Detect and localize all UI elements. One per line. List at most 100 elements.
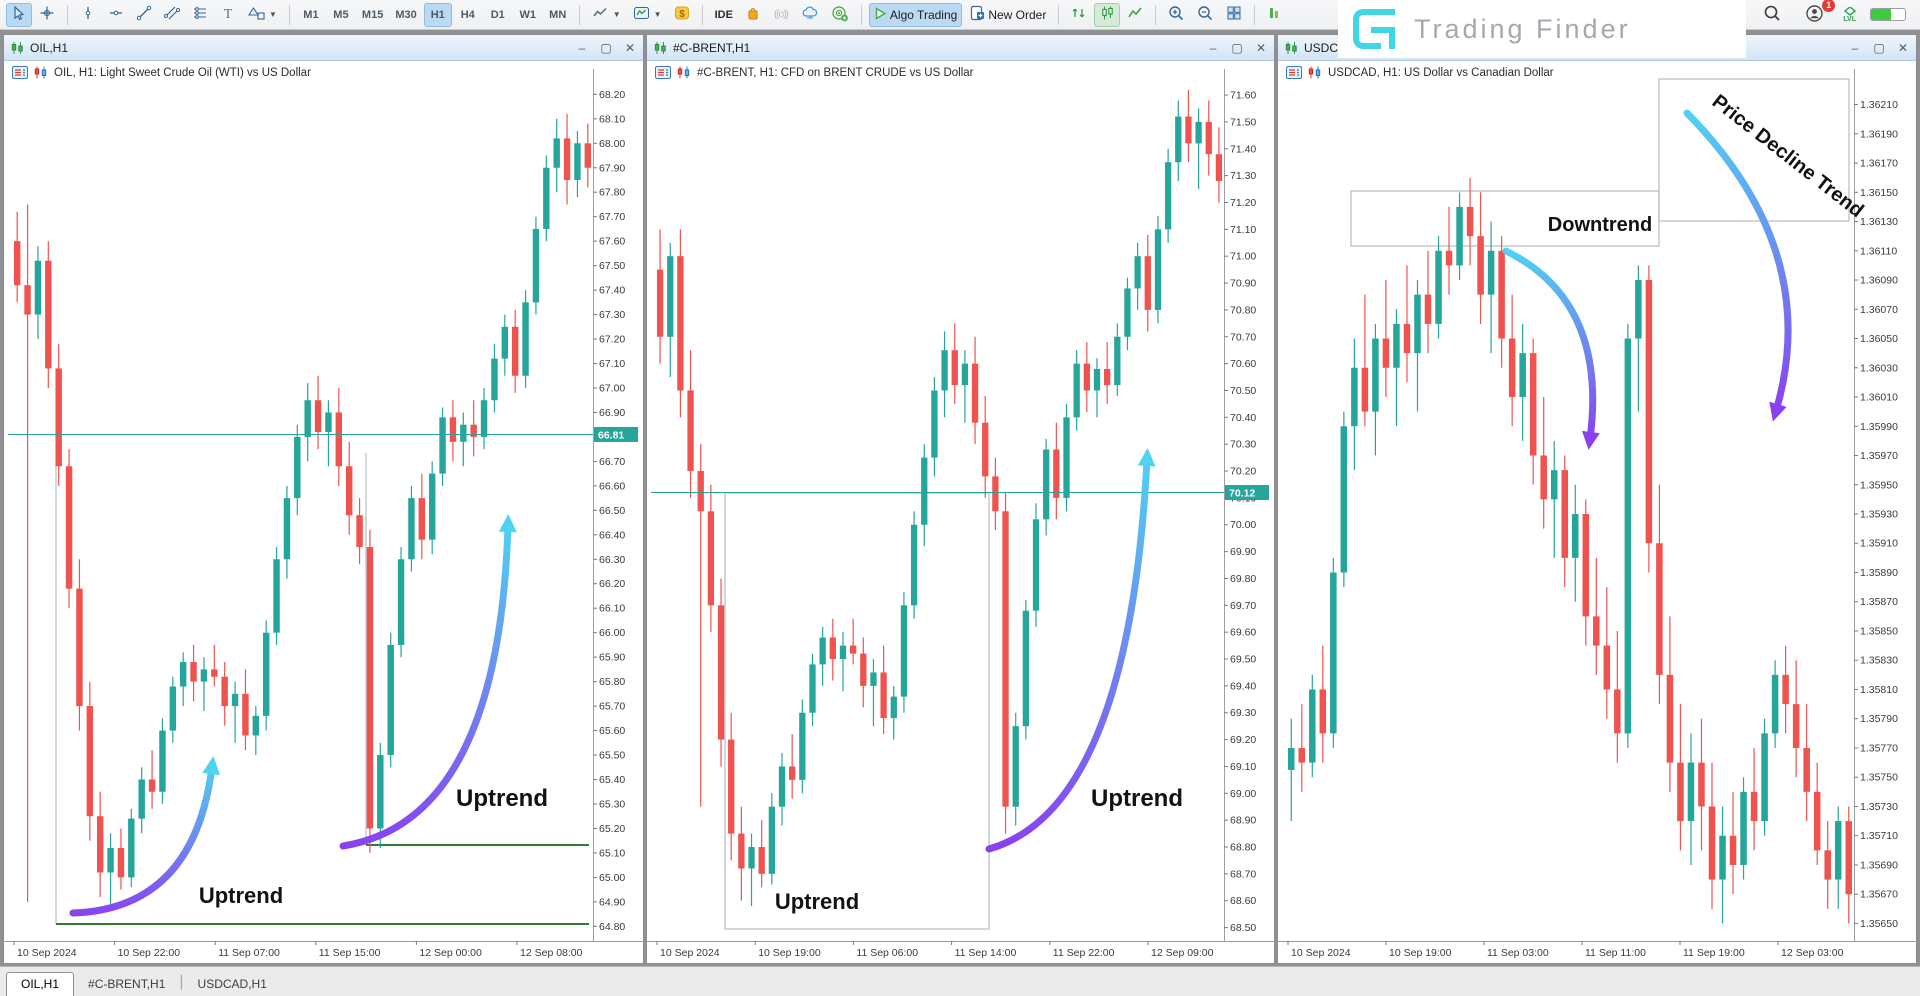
zoom-out-button[interactable] [1192, 3, 1219, 27]
svg-text:65.80: 65.80 [599, 676, 625, 688]
close-button[interactable]: ✕ [624, 40, 636, 55]
timeframe-h4-button[interactable]: H4 [460, 8, 475, 21]
cloud-button[interactable] [796, 3, 824, 27]
profile-button[interactable]: 1 [1800, 0, 1836, 27]
ide-label: IDE [714, 8, 733, 21]
svg-text:69.00: 69.00 [1230, 788, 1256, 800]
candlestick-chart-button[interactable] [1094, 2, 1121, 27]
minimize-button[interactable]: – [1209, 40, 1217, 55]
dropdown-caret-icon: ▼ [269, 10, 277, 19]
chart-content-oil: OIL, H1: Light Sweet Crude Oil (WTI) vs … [4, 61, 643, 963]
text-tool-button[interactable]: T [215, 3, 241, 27]
shapes-tool-button[interactable]: ▼ [243, 3, 282, 27]
quotes-table-icon [12, 66, 28, 79]
new-order-button[interactable]: New Order [964, 3, 1051, 27]
objects-list-button[interactable] [1262, 3, 1288, 27]
minimize-button[interactable]: – [578, 40, 586, 55]
tick-chart-button[interactable] [1066, 3, 1092, 27]
timeframe-mn-button[interactable]: MN [549, 8, 567, 21]
vertical-line-tool-button[interactable] [75, 3, 101, 27]
dropdown-caret-icon: ▼ [653, 10, 662, 19]
svg-text:69.30: 69.30 [1230, 707, 1256, 719]
zoom-in-button[interactable] [1163, 3, 1190, 27]
level-label: LVL [1843, 15, 1856, 23]
search-button[interactable] [1758, 3, 1786, 27]
svg-text:1.36010: 1.36010 [1860, 392, 1898, 404]
maximize-button[interactable]: ▢ [600, 40, 612, 55]
maximize-button[interactable]: ▢ [1873, 40, 1885, 55]
toolbar-right-cluster: 1 LVL [1758, 0, 1914, 27]
chart-type-button[interactable]: ▼ [587, 3, 626, 27]
svg-text:1.35990: 1.35990 [1860, 421, 1898, 433]
play-icon [874, 6, 887, 23]
svg-text:65.60: 65.60 [599, 725, 625, 737]
svg-text:10 Sep 19:00: 10 Sep 19:00 [1389, 947, 1452, 959]
svg-text:Uptrend: Uptrend [1091, 785, 1183, 812]
market-button[interactable] [740, 3, 766, 27]
polyline-chart-icon [1127, 5, 1143, 24]
level-indicator[interactable]: LVL [1843, 6, 1856, 23]
resource-meter [1870, 8, 1906, 21]
chart-symbol-description: OIL, H1: Light Sweet Crude Oil (WTI) vs … [54, 66, 311, 79]
one-click-trading-icon [1308, 66, 1321, 79]
currency-button[interactable]: $ [669, 3, 695, 27]
minimize-button[interactable]: – [1851, 40, 1859, 55]
crosshair-tool-button[interactable] [34, 3, 60, 27]
timeframe-w1-button[interactable]: W1 [519, 8, 536, 21]
svg-text:71.20: 71.20 [1230, 197, 1256, 209]
close-button[interactable]: ✕ [1255, 40, 1267, 55]
timeframe-m15-button[interactable]: M15 [361, 8, 384, 21]
svg-text:11 Sep 06:00: 11 Sep 06:00 [856, 947, 918, 959]
window-titlebar-brent[interactable]: #C-BRENT,H1 – ▢ ✕ [647, 35, 1274, 61]
svg-text:1.35690: 1.35690 [1860, 859, 1898, 871]
svg-text:1.35970: 1.35970 [1860, 450, 1898, 462]
candlestick-chart-usdcad[interactable]: 1.36210 1.36190 1.36170 1.36150 1.36130 1.361… [1278, 61, 1916, 963]
signals-button[interactable]: ((o)) [768, 3, 794, 27]
svg-text:65.20: 65.20 [599, 823, 625, 835]
svg-text:1.35770: 1.35770 [1860, 742, 1898, 754]
fibonacci-tool-button[interactable] [187, 3, 213, 27]
candlestick-chart-oil[interactable]: 68.20 68.10 68.00 67.90 67.80 67.70 67.60 67.50… [4, 61, 643, 963]
maximize-button[interactable]: ▢ [1231, 40, 1243, 55]
tab-brent[interactable]: #C-BRENT,H1 [88, 977, 166, 991]
timeframe-m1-button[interactable]: M1 [303, 8, 319, 21]
svg-text:68.50: 68.50 [1230, 922, 1256, 934]
algo-trading-button[interactable]: Algo Trading [868, 2, 963, 27]
cursor-tool-button[interactable] [6, 2, 32, 27]
chart-content-brent: #C-BRENT, H1: CFD on BRENT CRUDE vs US D… [647, 61, 1274, 963]
timeframe-d1-button[interactable]: D1 [490, 8, 505, 21]
svg-text:70.40: 70.40 [1230, 412, 1256, 424]
window-titlebar-oil[interactable]: OIL,H1 – ▢ ✕ [4, 35, 643, 61]
chart-symbol-description: #C-BRENT, H1: CFD on BRENT CRUDE vs US D… [697, 66, 974, 79]
svg-text:1.36210: 1.36210 [1860, 99, 1898, 111]
channel-tool-button[interactable] [159, 3, 185, 27]
svg-text:70.90: 70.90 [1230, 278, 1256, 290]
candlestick-chart-brent[interactable]: 71.60 71.50 71.40 71.30 71.20 71.10 71.00 70.90… [647, 61, 1274, 963]
timeframe-m5-button[interactable]: M5 [333, 8, 349, 21]
window-controls: – ▢ ✕ [575, 42, 637, 54]
ide-button[interactable]: IDE [710, 3, 738, 27]
svg-text:67.10: 67.10 [599, 358, 625, 370]
svg-text:70.60: 70.60 [1230, 358, 1256, 370]
svg-text:66.20: 66.20 [599, 578, 625, 590]
copy-trading-button[interactable] [826, 3, 854, 27]
svg-text:12 Sep 03:00: 12 Sep 03:00 [1781, 947, 1844, 959]
svg-text:69.90: 69.90 [1230, 546, 1256, 558]
toolbar-separator [701, 4, 703, 25]
timeframe-h1-button[interactable]: H1 [423, 2, 452, 27]
fibonacci-lines-icon [192, 5, 208, 24]
svg-text:1.35750: 1.35750 [1860, 772, 1898, 784]
tab-usdcad[interactable]: USDCAD,H1 [197, 977, 267, 991]
trendline-tool-button[interactable] [131, 3, 157, 27]
tab-oil[interactable]: OIL,H1 [6, 972, 75, 996]
svg-text:67.90: 67.90 [599, 162, 625, 174]
tile-windows-button[interactable] [1221, 3, 1247, 27]
indicators-button[interactable]: ▼ [628, 3, 667, 27]
close-button[interactable]: ✕ [1897, 40, 1909, 55]
svg-text:1.35730: 1.35730 [1860, 801, 1898, 813]
timeframe-m30-button[interactable]: M30 [395, 8, 417, 21]
horizontal-line-tool-button[interactable] [103, 3, 129, 27]
line-chart-button[interactable] [1122, 3, 1148, 27]
svg-text:66.10: 66.10 [599, 603, 625, 615]
trendline-icon [136, 5, 152, 24]
